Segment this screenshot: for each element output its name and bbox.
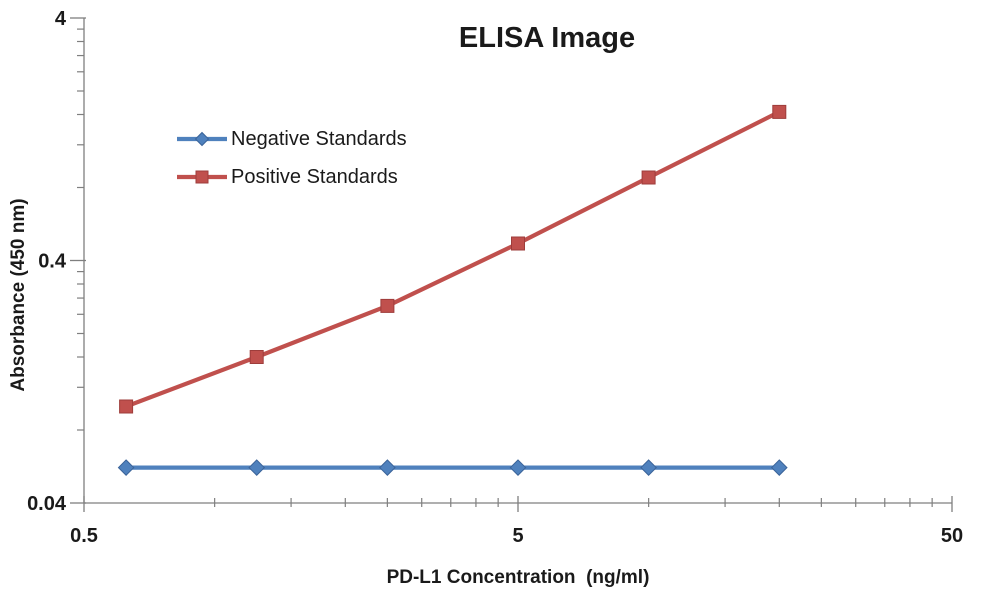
positive-standards-line <box>125 110 781 409</box>
negative-standards-marker <box>509 459 527 476</box>
x-tick-label: 5 <box>512 525 523 547</box>
y-tick-label: 0.04 <box>27 493 67 515</box>
y-axis-title: Absorbance (450 nm) <box>8 198 29 392</box>
x-tick-label: 50 <box>941 525 963 547</box>
x-tick-label: 0.5 <box>70 525 98 547</box>
chart-title: ELISA Image <box>458 22 636 54</box>
positive-standards-marker <box>641 170 656 185</box>
legend-square-marker <box>195 170 209 184</box>
positive-standards-marker <box>380 298 395 313</box>
negative-standards-marker <box>379 459 396 476</box>
y-tick-label: 4 <box>55 8 67 30</box>
negative-standards-marker <box>248 459 266 476</box>
negative-standards-marker <box>117 459 135 476</box>
legend-item-positive-standards: Positive Standards <box>177 158 407 196</box>
y-tick-label: 0.4 <box>38 251 67 273</box>
positive-series-swatch-icon <box>177 170 227 184</box>
legend: Negative Standards Positive Standards <box>177 120 407 196</box>
positive-standards-marker <box>249 350 264 364</box>
positive-standards-marker <box>511 236 525 251</box>
negative-series-swatch-icon <box>177 131 227 147</box>
negative-standards-marker <box>770 459 788 476</box>
legend-diamond-marker <box>194 131 210 147</box>
negative-standards-marker <box>640 459 657 476</box>
legend-item-negative-standards: Negative Standards <box>177 120 407 158</box>
x-axis-title: PD-L1 Concentration (ng/ml) <box>386 567 650 588</box>
legend-label-negative: Negative Standards <box>231 127 407 150</box>
legend-label-positive: Positive Standards <box>231 165 398 188</box>
positive-standards-marker <box>772 104 787 119</box>
positive-standards-marker <box>119 399 134 414</box>
